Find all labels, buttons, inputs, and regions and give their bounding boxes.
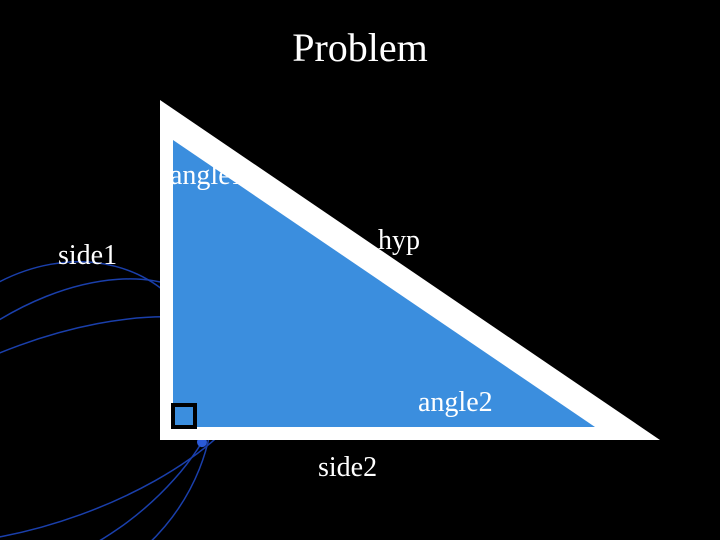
label-side2: side2: [318, 452, 377, 484]
label-angle2: angle2: [418, 387, 493, 419]
label-angle1: angle1: [170, 160, 245, 192]
label-side1: side1: [58, 240, 117, 272]
page-title: Problem: [0, 24, 720, 71]
label-hyp: hyp: [378, 225, 420, 257]
